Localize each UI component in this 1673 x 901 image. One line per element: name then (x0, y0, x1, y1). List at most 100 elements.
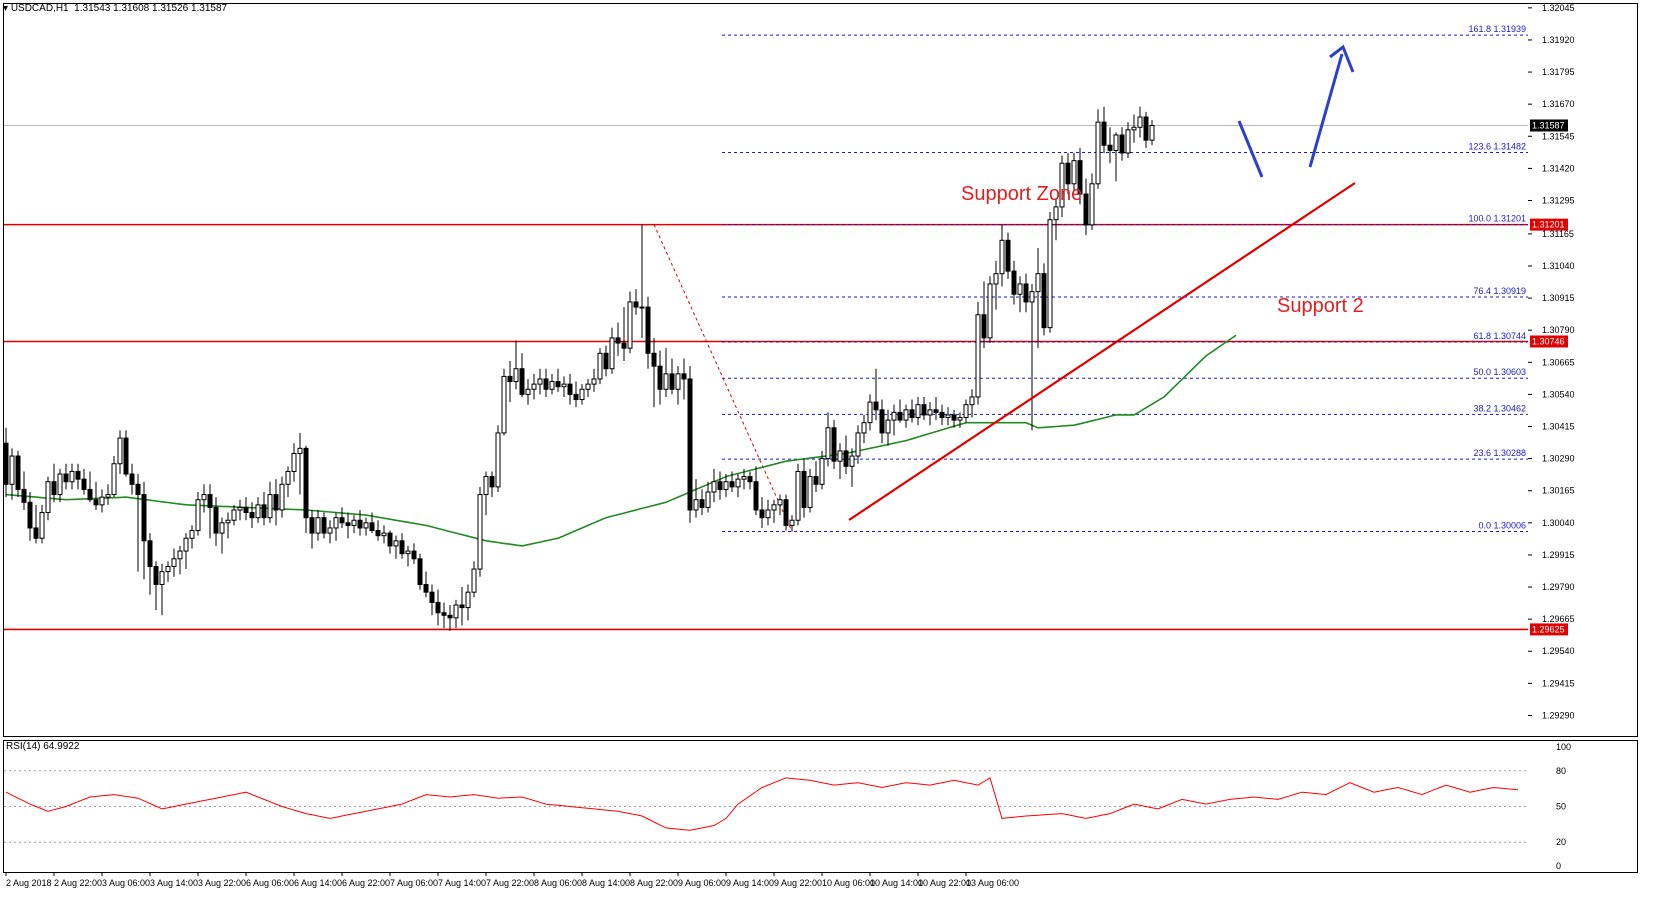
candle (615, 322, 621, 356)
x-tick-label: 10 Aug 14:00 (870, 878, 923, 888)
up-arrow-line (1308, 53, 1344, 168)
candle (453, 599, 459, 629)
candle (999, 224, 1005, 287)
rsi-tick-label: 50 (1556, 802, 1566, 812)
x-tick-label: 6 Aug 22:00 (342, 878, 390, 888)
candle (873, 368, 879, 421)
candle (579, 384, 585, 405)
candle (1005, 232, 1011, 279)
candle (345, 512, 351, 539)
candle (159, 563, 165, 616)
candle (795, 463, 801, 526)
candle (765, 499, 771, 526)
y-tick-label: 1.30165 (1542, 486, 1575, 496)
candle (27, 492, 33, 541)
candle (1089, 173, 1095, 231)
candle (519, 353, 525, 397)
candle (333, 512, 339, 541)
y-tick-label: 1.30040 (1542, 518, 1575, 528)
candle (993, 260, 999, 310)
candle (573, 381, 579, 408)
menu-triangle-icon[interactable]: ▾ (3, 3, 11, 14)
candle (111, 456, 117, 498)
x-tick-label: 6 Aug 14:00 (294, 878, 342, 888)
candle (891, 404, 897, 436)
candle (303, 445, 309, 534)
candle (399, 533, 405, 559)
candle (1143, 111, 1149, 148)
candle (861, 414, 867, 444)
candle (213, 497, 219, 546)
candle (183, 533, 189, 570)
candle (645, 296, 651, 369)
candle (777, 494, 783, 516)
x-tick-label: 7 Aug 22:00 (486, 878, 534, 888)
candle (819, 450, 825, 490)
x-tick-label: 2 Aug 2018 (6, 878, 52, 888)
y-tick-label: 1.29415 (1542, 678, 1575, 688)
candle (309, 509, 315, 549)
candle (837, 443, 843, 480)
candle (555, 368, 561, 392)
candle (105, 484, 111, 505)
candle (57, 468, 63, 503)
candle (675, 366, 681, 405)
candle (423, 571, 429, 598)
x-tick-label: 9 Aug 06:00 (678, 878, 726, 888)
candle (381, 525, 387, 544)
candle (411, 543, 417, 564)
symbol-label: USDCAD,H1 (10, 3, 69, 14)
candle (1059, 155, 1065, 218)
candle (141, 481, 147, 580)
rsi-pane-frame (3, 740, 1638, 873)
candle (1107, 127, 1113, 164)
candle (225, 512, 231, 539)
candle (1065, 152, 1071, 195)
candle (585, 378, 591, 397)
candle (123, 430, 129, 477)
y-tick-label: 1.31165 (1542, 229, 1574, 239)
candle (483, 471, 489, 516)
rsi-tick-label: 20 (1556, 837, 1566, 847)
y-tick-label: 1.32045 (1542, 3, 1575, 13)
candle (339, 507, 345, 528)
fib-level-label: 100.0 1.31201 (1468, 214, 1526, 224)
candle (939, 404, 945, 426)
candle (129, 463, 135, 495)
candle (633, 289, 639, 315)
candle (663, 348, 669, 397)
fib-level-label: 0.0 1.30006 (1478, 521, 1526, 531)
candle (1083, 178, 1089, 236)
candle (261, 492, 267, 526)
candle (543, 368, 549, 397)
x-tick-label: 6 Aug 06:00 (246, 878, 294, 888)
candle (147, 533, 153, 595)
candle (1119, 127, 1125, 161)
fib-level-label: 23.6 1.30288 (1473, 448, 1526, 458)
y-tick-label: 1.29915 (1542, 550, 1575, 560)
x-tick-label: 3 Aug 06:00 (102, 878, 150, 888)
y-tick-label: 1.30290 (1542, 454, 1575, 464)
candle (525, 378, 531, 405)
candle (1095, 109, 1101, 189)
trend-line (848, 182, 1356, 521)
y-tick-label: 1.31920 (1542, 35, 1575, 45)
candle (975, 301, 981, 405)
level-price-label: 1.30746 (1532, 336, 1565, 346)
candle (507, 361, 513, 403)
support-2-label: Support 2 (1277, 295, 1364, 317)
main-pane-frame (3, 3, 1638, 737)
candle (441, 602, 447, 629)
candle (621, 307, 627, 362)
candle (273, 479, 279, 526)
candle (255, 497, 261, 523)
fib-level-label: 50.0 1.30603 (1473, 367, 1526, 377)
candle (639, 224, 645, 338)
candle (759, 497, 765, 528)
candle (501, 368, 507, 436)
candle (951, 409, 957, 428)
candle (609, 327, 615, 374)
x-tick-label: 10 Aug 06:00 (822, 878, 875, 888)
candle (477, 486, 483, 577)
